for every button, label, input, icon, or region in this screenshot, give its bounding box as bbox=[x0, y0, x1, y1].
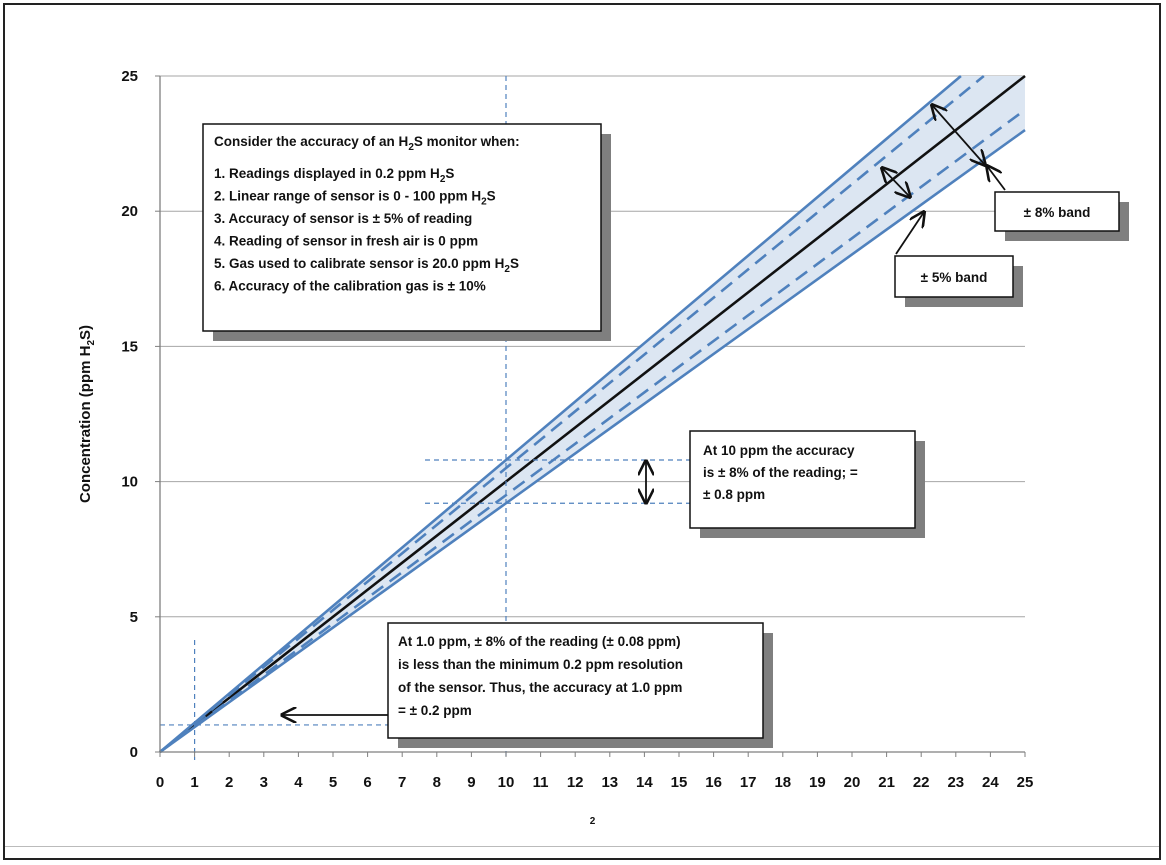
x-tick-label-5: 5 bbox=[329, 774, 337, 791]
x-tick-label-22: 22 bbox=[913, 774, 930, 791]
y-tick-label-10: 10 bbox=[121, 474, 138, 491]
text-span: Concentration (ppm H bbox=[77, 346, 94, 504]
at10-line-2: is ± 8% of the reading; = bbox=[703, 465, 858, 480]
x-tick-label-4: 4 bbox=[294, 774, 303, 791]
x-tick-label-0: 0 bbox=[156, 774, 164, 791]
arrow-band5-width bbox=[882, 168, 910, 197]
x-tick-label-1: 1 bbox=[190, 774, 198, 791]
arrow-band8-label bbox=[987, 166, 1006, 191]
x-tick-label-19: 19 bbox=[809, 774, 826, 791]
text-span: 5. Gas used to calibrate sensor is 20.0 … bbox=[214, 256, 504, 271]
y-axis-title: Concentration (ppm H2S) bbox=[77, 325, 97, 503]
x-tick-label-21: 21 bbox=[878, 774, 895, 791]
band8-label-box bbox=[994, 191, 1120, 232]
x-tick-label-7: 7 bbox=[398, 774, 406, 791]
x-axis-title: 2 bbox=[590, 816, 596, 827]
text-span: 6. Accuracy of the calibration gas is ± … bbox=[214, 279, 486, 294]
conditions-item-3: 3. Accuracy of sensor is ± 5% of reading bbox=[214, 211, 472, 226]
at10-line-3: ± 0.8 ppm bbox=[703, 487, 765, 502]
y-tick-label-15: 15 bbox=[121, 338, 138, 355]
x-tick-label-14: 14 bbox=[636, 774, 653, 791]
x-tick-label-15: 15 bbox=[671, 774, 688, 791]
conditions-item-2: 2. Linear range of sensor is 0 - 100 ppm… bbox=[214, 189, 496, 208]
series-line-upper-8 bbox=[159, 75, 962, 753]
text-span: 4. Reading of sensor in fresh air is 0 p… bbox=[214, 234, 478, 249]
x-tick-label-20: 20 bbox=[844, 774, 861, 791]
at1-line-2: is less than the minimum 0.2 ppm resolut… bbox=[398, 657, 683, 672]
x-tick-label-13: 13 bbox=[601, 774, 618, 791]
text-span: 2. Linear range of sensor is 0 - 100 ppm… bbox=[214, 189, 481, 204]
text-span: 2 bbox=[86, 340, 97, 346]
x-tick-label-2: 2 bbox=[225, 774, 233, 791]
y-tick-label-25: 25 bbox=[121, 68, 138, 85]
x-tick-label-12: 12 bbox=[567, 774, 584, 791]
x-tick-label-8: 8 bbox=[433, 774, 441, 791]
text-span: 2 bbox=[504, 264, 510, 275]
band5-label-box bbox=[894, 255, 1014, 298]
series-line-lower-5 bbox=[159, 108, 1026, 754]
x-tick-label-9: 9 bbox=[467, 774, 475, 791]
text-span: S bbox=[510, 256, 519, 271]
at1-box bbox=[387, 622, 764, 739]
text-span: Consider the accuracy of an H bbox=[214, 134, 408, 149]
text-span: 1. Readings displayed in 0.2 ppm H bbox=[214, 166, 440, 181]
text-span: S bbox=[445, 166, 454, 181]
at1-line-3: of the sensor. Thus, the accuracy at 1.0… bbox=[398, 680, 682, 695]
x-tick-label-18: 18 bbox=[774, 774, 791, 791]
x-tick-label-25: 25 bbox=[1017, 774, 1034, 791]
y-tick-label-5: 5 bbox=[130, 609, 138, 626]
text-span: 2 bbox=[408, 142, 414, 153]
conditions-item-1: 1. Readings displayed in 0.2 ppm H2S bbox=[214, 166, 454, 185]
series-line-lower-8 bbox=[159, 129, 1026, 754]
at10-box bbox=[689, 430, 916, 529]
text-span: 2 bbox=[440, 174, 446, 185]
band5-label: ± 5% band bbox=[921, 270, 988, 285]
arrow-band5-label bbox=[895, 212, 924, 255]
conditions-item-4: 4. Reading of sensor in fresh air is 0 p… bbox=[214, 234, 478, 249]
bottom-divider bbox=[5, 846, 1159, 847]
y-tick-label-20: 20 bbox=[121, 203, 138, 220]
text-span: 3. Accuracy of sensor is ± 5% of reading bbox=[214, 211, 472, 226]
text-span: 2 bbox=[481, 197, 487, 208]
text-span: 2 bbox=[590, 816, 596, 827]
at1-line-4: = ± 0.2 ppm bbox=[398, 703, 472, 718]
series-line-upper-5 bbox=[159, 74, 985, 754]
x-tick-label-11: 11 bbox=[533, 774, 549, 791]
x-tick-label-23: 23 bbox=[947, 774, 964, 791]
conditions-title: Consider the accuracy of an H2S monitor … bbox=[214, 134, 520, 153]
conditions-box bbox=[202, 123, 602, 332]
conditions-item-5: 5. Gas used to calibrate sensor is 20.0 … bbox=[214, 256, 519, 275]
text-span: S monitor when: bbox=[414, 134, 520, 149]
at1-line-1: At 1.0 ppm, ± 8% of the reading (± 0.08 … bbox=[398, 634, 681, 649]
x-tick-label-24: 24 bbox=[982, 774, 999, 791]
band8-label: ± 8% band bbox=[1024, 205, 1091, 220]
at10-line-1: At 10 ppm the accuracy bbox=[703, 443, 855, 458]
arrow-band8-width bbox=[932, 105, 985, 165]
conditions-item-6: 6. Accuracy of the calibration gas is ± … bbox=[214, 279, 486, 294]
x-tick-label-10: 10 bbox=[498, 774, 515, 791]
x-tick-label-6: 6 bbox=[363, 774, 371, 791]
y-tick-label-0: 0 bbox=[130, 744, 138, 761]
text-span: S bbox=[487, 189, 496, 204]
x-tick-label-17: 17 bbox=[740, 774, 757, 791]
text-span: S) bbox=[77, 325, 94, 340]
x-tick-label-16: 16 bbox=[705, 774, 722, 791]
x-tick-label-3: 3 bbox=[260, 774, 268, 791]
